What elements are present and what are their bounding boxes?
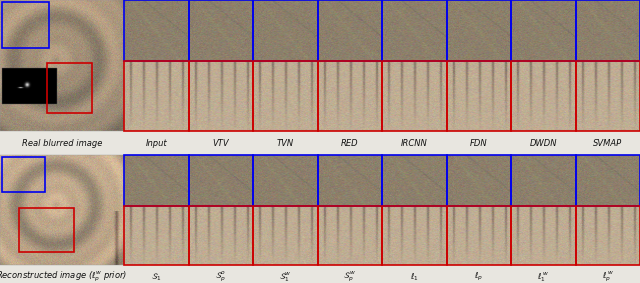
Bar xyxy=(189,155,253,206)
Bar xyxy=(317,206,382,265)
Bar xyxy=(317,0,382,61)
Bar xyxy=(124,0,189,61)
Bar xyxy=(0,0,124,131)
Text: $\mathcal{S}_p^{\,w}$: $\mathcal{S}_p^{\,w}$ xyxy=(343,270,356,283)
Bar xyxy=(575,155,640,206)
Bar xyxy=(317,61,382,131)
Text: Reconstructed image ($\ell_p^w$ prior): Reconstructed image ($\ell_p^w$ prior) xyxy=(0,270,127,283)
Bar xyxy=(575,206,640,265)
Bar xyxy=(575,0,640,61)
Text: Real blurred image: Real blurred image xyxy=(22,138,102,147)
Bar xyxy=(19,208,74,252)
Bar xyxy=(317,155,382,206)
Text: VTV: VTV xyxy=(212,138,229,147)
Text: Input: Input xyxy=(145,138,167,147)
Bar xyxy=(447,155,511,206)
Bar xyxy=(382,155,447,206)
Text: RED: RED xyxy=(341,138,358,147)
Text: $\mathcal{S}_1$: $\mathcal{S}_1$ xyxy=(151,271,161,283)
Text: $\ell_1$: $\ell_1$ xyxy=(410,271,419,283)
Bar xyxy=(253,0,317,61)
Text: SVMAP: SVMAP xyxy=(593,138,622,147)
Bar xyxy=(382,206,447,265)
Bar xyxy=(511,155,575,206)
Bar xyxy=(447,0,511,61)
Bar xyxy=(189,206,253,265)
Bar xyxy=(2,68,57,104)
Bar xyxy=(253,155,317,206)
Text: $\ell_p$: $\ell_p$ xyxy=(474,271,483,283)
Bar xyxy=(447,61,511,131)
Text: FDN: FDN xyxy=(470,138,488,147)
Bar xyxy=(382,0,447,61)
Bar xyxy=(189,0,253,61)
Bar xyxy=(189,61,253,131)
Bar xyxy=(511,0,575,61)
Bar xyxy=(382,61,447,131)
Bar xyxy=(575,61,640,131)
Text: $\ell_1^{\,w}$: $\ell_1^{\,w}$ xyxy=(538,270,549,283)
Bar xyxy=(124,61,189,131)
Bar xyxy=(0,155,124,265)
Text: $\mathcal{S}_p^o$: $\mathcal{S}_p^o$ xyxy=(215,270,226,283)
Text: DWDN: DWDN xyxy=(529,138,557,147)
Text: IRCNN: IRCNN xyxy=(401,138,428,147)
Bar xyxy=(447,206,511,265)
Bar xyxy=(124,155,189,206)
Bar xyxy=(2,2,49,48)
Bar xyxy=(511,206,575,265)
Bar xyxy=(2,157,45,192)
Text: $\ell_p^{\,w}$: $\ell_p^{\,w}$ xyxy=(602,270,614,283)
Bar xyxy=(511,61,575,131)
Bar xyxy=(47,63,92,113)
Bar xyxy=(124,206,189,265)
Text: TVN: TVN xyxy=(276,138,294,147)
Bar xyxy=(253,206,317,265)
Bar xyxy=(253,61,317,131)
Text: $\mathcal{S}_1^w$: $\mathcal{S}_1^w$ xyxy=(279,270,291,283)
